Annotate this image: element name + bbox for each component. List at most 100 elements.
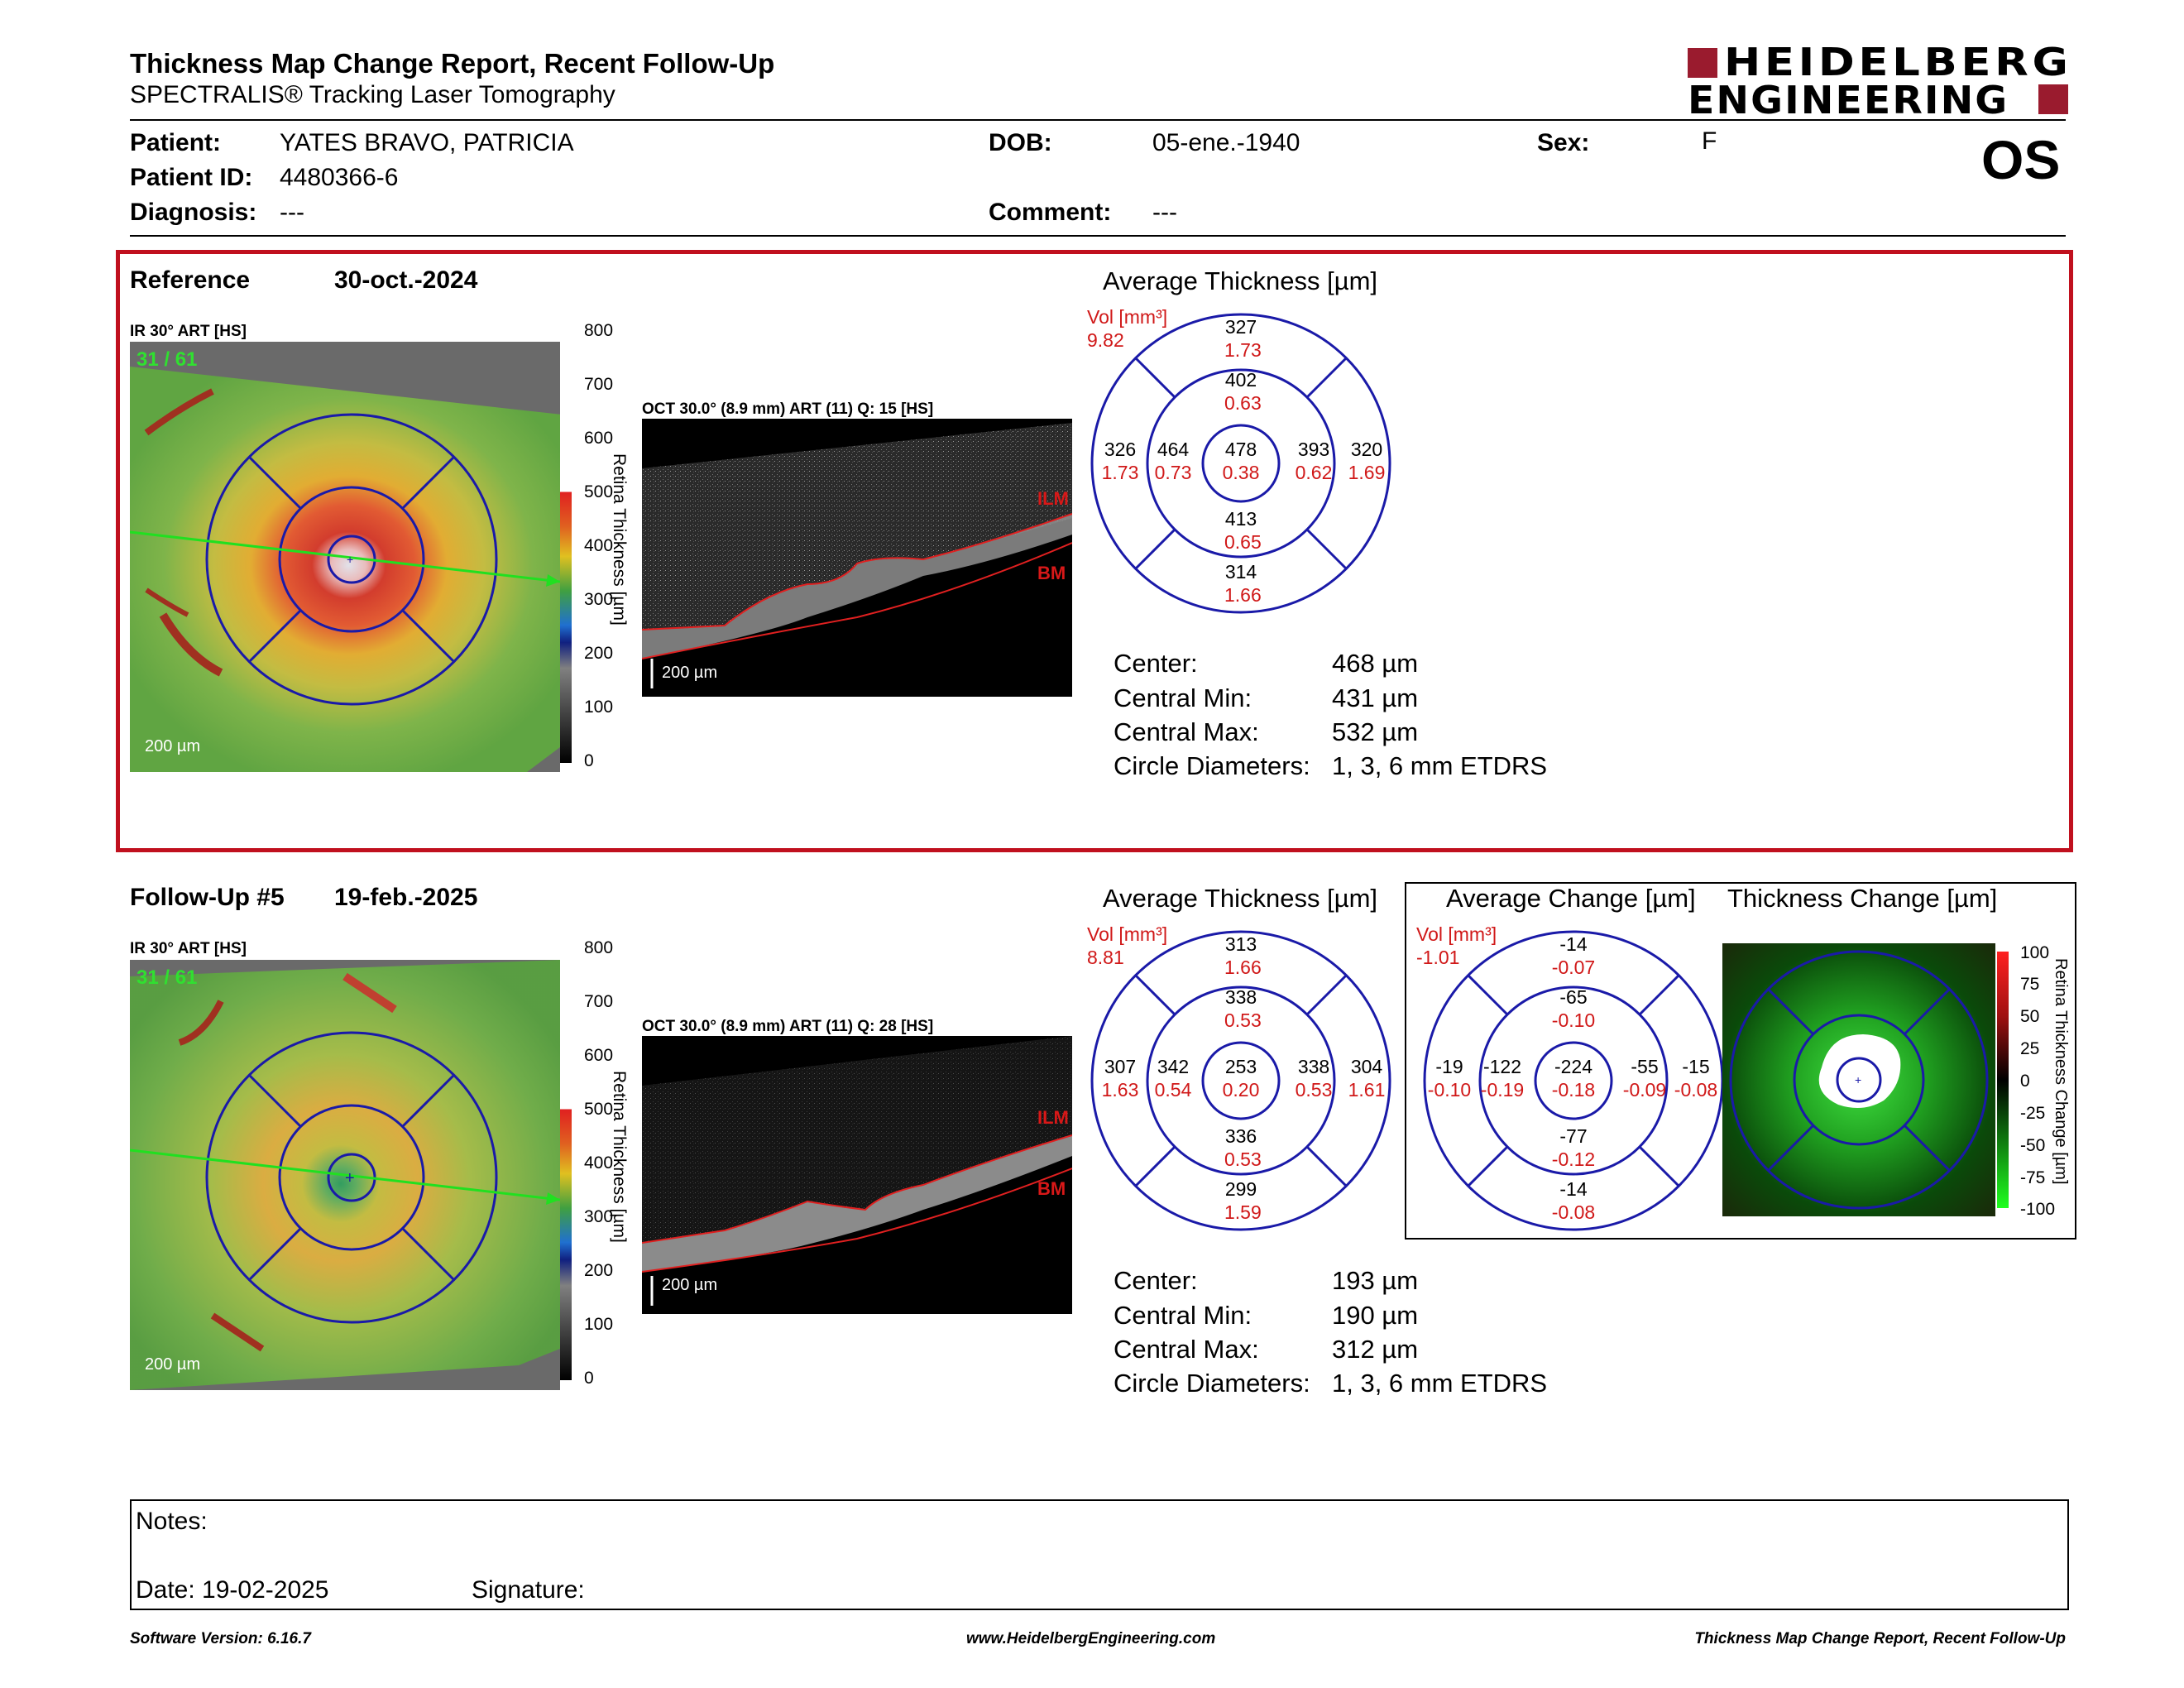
svg-text:+: + xyxy=(345,1169,355,1187)
diagnosis-value: --- xyxy=(280,199,304,226)
thickness-colorbar-title-fu: Retina Thickness [µm] xyxy=(610,1071,629,1243)
report-title: Thickness Map Change Report, Recent Foll… xyxy=(130,48,775,79)
ref-outer-right-thickness: 320 xyxy=(1350,439,1383,460)
chg-inner-right-vol: -0.09 xyxy=(1622,1079,1667,1101)
logo-line1: HEIDELBERG xyxy=(1724,40,2072,84)
ref-inner-top-thickness: 402 xyxy=(1224,369,1257,391)
fu-outer-top-thickness: 313 xyxy=(1224,933,1257,955)
fu-center-thickness: 253 xyxy=(1224,1056,1257,1077)
ref-inner-right-vol: 0.62 xyxy=(1295,462,1333,483)
svg-text:+: + xyxy=(347,553,353,566)
bm-label-fu: BM xyxy=(1037,1178,1066,1199)
fu-inner-right-thickness: 338 xyxy=(1297,1056,1330,1077)
chg-outer-bottom-value: -14 xyxy=(1559,1178,1588,1200)
chg-center-value: -224 xyxy=(1554,1056,1593,1077)
ref-stat-max-label: Central Max: xyxy=(1114,717,1259,746)
fu-outer-bottom-thickness: 299 xyxy=(1224,1178,1257,1200)
patient-id-label: Patient ID: xyxy=(130,164,253,191)
ref-stat-min-value: 431 µm xyxy=(1332,683,1419,712)
chg-outer-right-vol: -0.08 xyxy=(1674,1079,1718,1101)
oct-label-fu: OCT 30.0° (8.9 mm) ART (11) Q: 28 [HS] xyxy=(642,1018,934,1035)
fu-center-vol: 0.20 xyxy=(1222,1079,1260,1101)
chg-inner-left-vol: -0.19 xyxy=(1480,1079,1525,1101)
fu-stat-center-value: 193 µm xyxy=(1332,1266,1419,1295)
notes-date: Date: 19-02-2025 xyxy=(136,1576,329,1604)
fu-inner-top-vol: 0.53 xyxy=(1224,1009,1262,1031)
fu-stat-diam-label: Circle Diameters: xyxy=(1114,1369,1310,1398)
fu-outer-top-vol: 1.66 xyxy=(1224,957,1262,978)
fu-stat-min-label: Central Min: xyxy=(1114,1301,1252,1330)
dob-label: DOB: xyxy=(989,129,1052,156)
logo-line2: ENGINEERING xyxy=(1688,78,2009,122)
thickness-colorbar-fu xyxy=(560,950,572,1380)
ref-outer-right-vol: 1.69 xyxy=(1348,462,1386,483)
fu-inner-top-thickness: 338 xyxy=(1224,986,1257,1008)
footer-url[interactable]: www.HeidelbergEngineering.com xyxy=(966,1630,1216,1647)
chg-outer-left-value: -19 xyxy=(1435,1056,1463,1077)
fu-outer-left-vol: 1.63 xyxy=(1101,1079,1139,1101)
chg-outer-bottom-vol: -0.08 xyxy=(1551,1201,1596,1223)
ilm-label-fu: ILM xyxy=(1037,1107,1069,1128)
fu-stat-min-value: 190 µm xyxy=(1332,1301,1419,1330)
ref-outer-left-thickness: 326 xyxy=(1104,439,1137,460)
fu-stat-max-value: 312 µm xyxy=(1332,1335,1419,1364)
change-colorbar xyxy=(1997,952,2009,1208)
ref-center-vol: 0.38 xyxy=(1222,462,1260,483)
ref-inner-left-vol: 0.73 xyxy=(1154,462,1192,483)
thickness-colorbar-title-ref: Retina Thickness [µm] xyxy=(610,453,629,626)
fu-stat-diam-value: 1, 3, 6 mm ETDRS xyxy=(1332,1369,1548,1398)
fu-stat-max-label: Central Max: xyxy=(1114,1335,1259,1364)
chg-inner-right-value: -55 xyxy=(1631,1056,1659,1077)
oct-scale-fu: 200 µm xyxy=(662,1276,718,1294)
chg-inner-bottom-vol: -0.12 xyxy=(1551,1149,1596,1170)
oct-label-ref: OCT 30.0° (8.9 mm) ART (11) Q: 15 [HS] xyxy=(642,400,934,418)
chg-inner-bottom-value: -77 xyxy=(1559,1125,1588,1147)
fu-stat-center-label: Center: xyxy=(1114,1266,1198,1295)
patient-name: YATES BRAVO, PATRICIA xyxy=(280,129,574,156)
notes-box[interactable] xyxy=(130,1499,2069,1610)
reference-label: Reference xyxy=(130,266,251,294)
svg-text:+: + xyxy=(1855,1073,1861,1086)
ref-outer-left-vol: 1.73 xyxy=(1101,462,1139,483)
ref-inner-bottom-vol: 0.65 xyxy=(1224,531,1262,553)
fu-outer-right-vol: 1.61 xyxy=(1348,1079,1386,1101)
ref-center-thickness: 478 xyxy=(1224,439,1257,460)
chg-outer-top-vol: -0.07 xyxy=(1551,957,1596,978)
diagnosis-label: Diagnosis: xyxy=(130,199,257,226)
comment-label: Comment: xyxy=(989,199,1112,226)
fu-inner-left-thickness: 342 xyxy=(1157,1056,1190,1077)
ref-inner-bottom-thickness: 413 xyxy=(1224,508,1257,530)
ref-outer-bottom-vol: 1.66 xyxy=(1224,584,1262,606)
followup-label: Follow-Up #5 xyxy=(130,884,285,911)
avg-thickness-title-fu: Average Thickness [µm] xyxy=(1103,884,1378,913)
fundus-scale-ref: 200 µm xyxy=(145,737,201,755)
notes-label: Notes: xyxy=(136,1508,208,1535)
followup-date: 19-feb.-2025 xyxy=(334,884,478,911)
ref-stat-diam-label: Circle Diameters: xyxy=(1114,751,1310,780)
ir-label-fu: IR 30° ART [HS] xyxy=(130,940,247,957)
fundus-image-reference: + 31 / 61 200 µm xyxy=(130,342,560,772)
ref-inner-top-vol: 0.63 xyxy=(1224,392,1262,414)
signature-label: Signature: xyxy=(472,1576,585,1604)
sex-value: F xyxy=(1702,127,1717,155)
ilm-label-ref: ILM xyxy=(1037,488,1069,509)
avg-change-title: Average Change [µm] xyxy=(1446,884,1696,913)
frame-counter-ref: 31 / 61 xyxy=(136,348,198,371)
fu-inner-bottom-vol: 0.53 xyxy=(1224,1149,1262,1170)
oct-scan-followup: ILM BM 200 µm xyxy=(642,1036,1072,1314)
eye-laterality: OS xyxy=(1981,129,2061,190)
ref-outer-top-vol: 1.73 xyxy=(1224,339,1262,361)
ref-outer-bottom-thickness: 314 xyxy=(1224,561,1257,583)
change-frame xyxy=(1405,882,2076,1240)
sex-label: Sex: xyxy=(1537,129,1590,156)
ir-label-ref: IR 30° ART [HS] xyxy=(130,323,247,340)
footer-software: Software Version: 6.16.7 xyxy=(130,1630,311,1647)
thickness-change-map: + xyxy=(1722,943,1995,1216)
chg-outer-left-vol: -0.10 xyxy=(1427,1079,1472,1101)
ref-stat-center-label: Center: xyxy=(1114,649,1198,678)
ref-stat-diam-value: 1, 3, 6 mm ETDRS xyxy=(1332,751,1548,780)
chg-inner-left-value: -122 xyxy=(1482,1056,1522,1077)
ref-inner-right-thickness: 393 xyxy=(1297,439,1330,460)
ref-stat-center-value: 468 µm xyxy=(1332,649,1419,678)
oct-scale-ref: 200 µm xyxy=(662,664,718,682)
